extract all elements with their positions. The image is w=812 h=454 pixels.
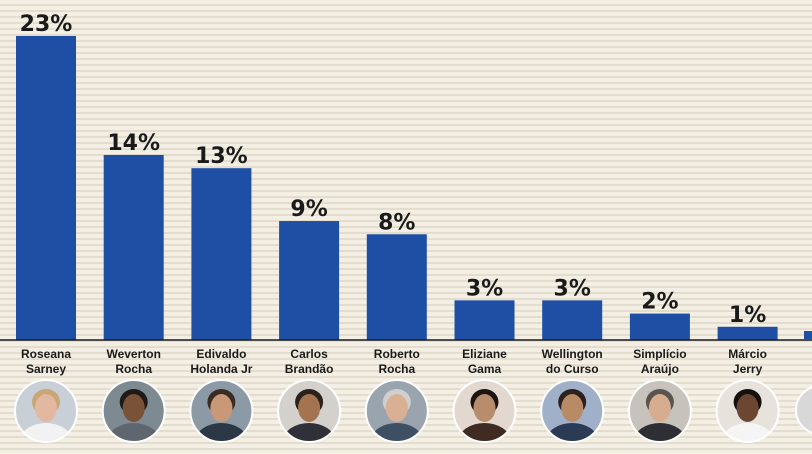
category-label: Gama [468, 362, 502, 376]
category-label: Rocha [115, 362, 152, 376]
category-label: Sarney [26, 362, 66, 376]
candidate-photo [101, 379, 166, 443]
bar [191, 168, 252, 340]
category-label: Holanda Jr [190, 362, 252, 376]
category-label: do Curso [546, 362, 599, 376]
bar [542, 300, 603, 340]
category-labels-group: RoseanaSarneyWevertonRochaEdivaldoHoland… [21, 347, 767, 376]
category-label: Rocha [378, 362, 415, 376]
bar [629, 313, 690, 340]
value-label: 3% [554, 276, 591, 301]
bar [279, 221, 340, 340]
candidate-photo [277, 379, 342, 443]
bar [454, 300, 515, 340]
category-label: Roseana [21, 347, 71, 361]
candidate-photo [189, 379, 254, 443]
candidate-photos-group [14, 379, 780, 443]
candidate-photo [627, 379, 692, 443]
bar [366, 234, 427, 340]
category-label: Araújo [641, 362, 679, 376]
value-labels-group: 23% 14% 13% 9% 8% 3% 3% 2% 1% [20, 12, 767, 328]
category-label: Márcio [728, 347, 767, 361]
candidate-photo [364, 379, 429, 443]
candidate-photo [14, 379, 78, 443]
category-label: Carlos [290, 347, 328, 361]
category-label: Brandão [285, 362, 334, 376]
category-label: Weverton [106, 347, 160, 361]
bars-group [16, 36, 778, 340]
candidate-photo [452, 379, 517, 443]
candidate-photo [715, 379, 780, 443]
cropped-avatar [795, 386, 812, 434]
category-label: Eliziane [462, 347, 507, 361]
value-label: 13% [195, 144, 248, 169]
value-label: 3% [466, 276, 503, 301]
bar [717, 326, 778, 340]
candidate-photo [540, 379, 605, 443]
bar [103, 154, 164, 340]
value-label: 1% [729, 303, 766, 328]
cropped-bar [804, 331, 812, 340]
category-label: Edivaldo [196, 347, 246, 361]
value-label: 8% [378, 210, 415, 235]
value-label: 9% [290, 197, 327, 222]
category-label: Roberto [374, 347, 420, 361]
value-label: 2% [641, 290, 678, 315]
value-label: 14% [107, 131, 160, 156]
category-label: Simplício [633, 347, 686, 361]
category-label: Wellington [542, 347, 603, 361]
category-label: Jerry [733, 362, 763, 376]
bar [16, 36, 76, 340]
value-label: 23% [20, 12, 73, 37]
